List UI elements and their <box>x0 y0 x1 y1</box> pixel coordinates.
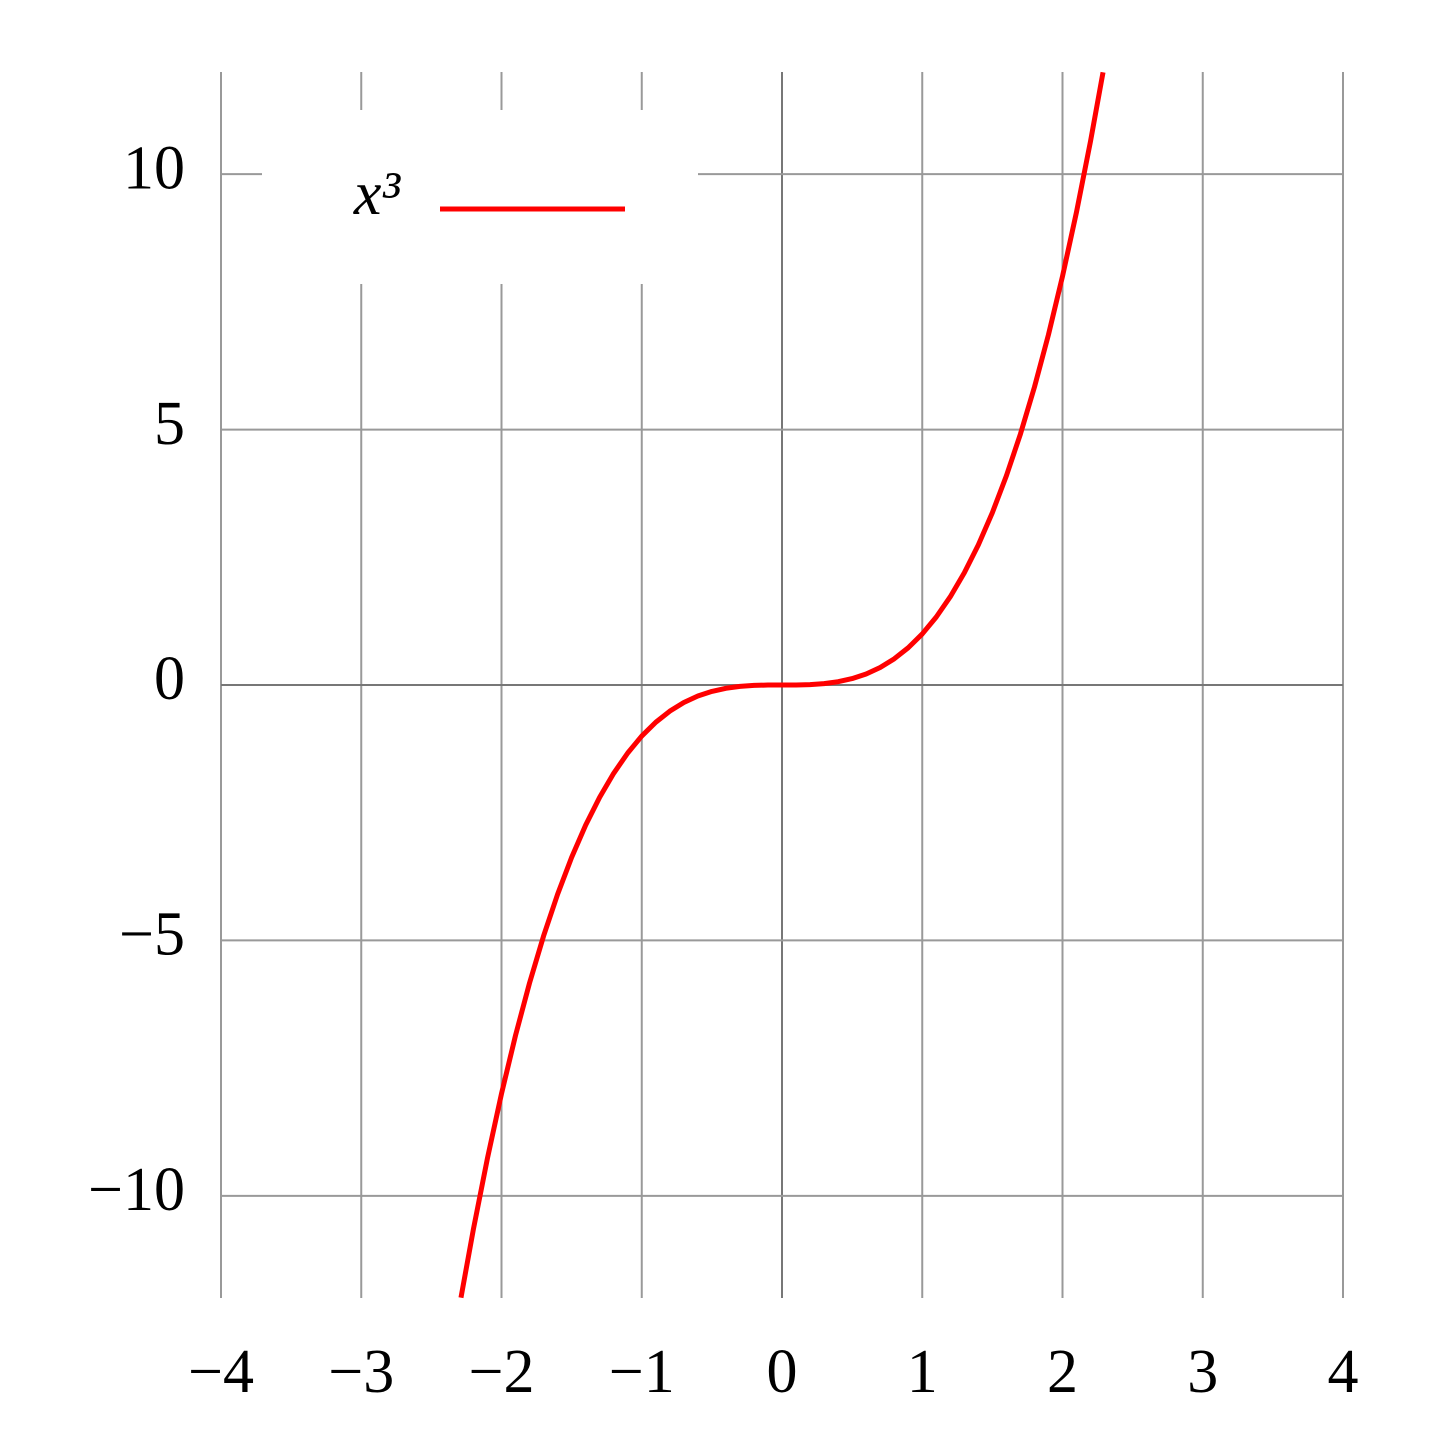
line <box>458 71 1106 1299</box>
x-tick-label: 2 <box>1047 1338 1078 1406</box>
legend-box <box>262 110 698 284</box>
y-tick-label: 10 <box>123 134 185 202</box>
x-tick-label: −3 <box>328 1338 394 1406</box>
y-tick-label: −5 <box>119 901 185 969</box>
x-tick-label: 0 <box>767 1338 798 1406</box>
y-tick-label: 0 <box>154 645 185 713</box>
y-tick-label: 5 <box>154 390 185 458</box>
x-tick-label: 1 <box>907 1338 938 1406</box>
y-tick-label: −10 <box>88 1156 185 1224</box>
x-tick-label: 4 <box>1328 1338 1359 1406</box>
x-tick-label: −2 <box>469 1338 535 1406</box>
legend-label: x³ <box>353 160 402 228</box>
x-tick-label: −1 <box>609 1338 675 1406</box>
x-tick-label: −4 <box>188 1338 254 1406</box>
x-tick-label: 3 <box>1187 1338 1218 1406</box>
